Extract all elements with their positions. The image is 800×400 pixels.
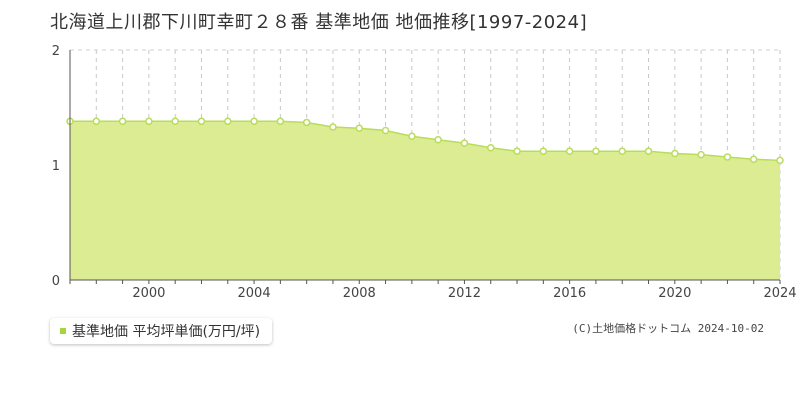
- x-tick-label: 2000: [132, 286, 165, 301]
- data-point-2004: [250, 117, 258, 126]
- x-tick-labels: 2000 2004 2008 2012 2016 2020 2024: [132, 286, 796, 301]
- data-point-2024: [776, 156, 784, 165]
- data-point-2003: [224, 117, 232, 126]
- x-tick-label: 2024: [763, 286, 796, 301]
- data-point-2013: [486, 144, 495, 152]
- data-point-2001: [171, 117, 179, 126]
- legend-label: 基準地価 平均坪単価(万円/坪): [72, 324, 261, 340]
- chart-title: 北海道上川郡下川町幸町２８番 基準地価 地価推移[1997-2024]: [50, 12, 588, 33]
- data-point-2011: [434, 135, 442, 144]
- data-point-2006: [302, 118, 311, 127]
- data-point-2005: [276, 117, 285, 126]
- data-point-2000: [145, 117, 153, 126]
- data-point-2022: [723, 153, 732, 161]
- data-point-2016: [565, 147, 574, 155]
- data-point-2002: [197, 117, 206, 126]
- copyright-credit: (C)土地価格ドットコム 2024-10-02: [572, 322, 764, 335]
- x-tick-label: 2012: [448, 286, 481, 301]
- data-point-2017: [592, 147, 600, 155]
- data-point-1998: [92, 117, 101, 126]
- series-line: [70, 120, 781, 162]
- data-point-2015: [539, 147, 548, 155]
- data-point-2012: [460, 139, 469, 147]
- data-point-1999: [118, 117, 127, 126]
- x-tick-label: 2004: [238, 286, 271, 301]
- legend: 基準地価 平均坪単価(万円/坪): [50, 318, 273, 344]
- legend-swatch: [60, 328, 66, 334]
- data-point-2009: [381, 126, 390, 135]
- data-point-2019: [644, 147, 653, 155]
- x-tick-label: 2008: [343, 286, 376, 301]
- y-tick-label: 0: [52, 274, 60, 289]
- data-point-2010: [408, 132, 416, 140]
- y-tick-label: 1: [52, 159, 60, 174]
- data-point-2008: [355, 124, 364, 132]
- y-tick-labels: 0 1 2: [52, 44, 60, 289]
- y-tick-label: 2: [52, 44, 60, 59]
- x-tick-label: 2016: [553, 286, 586, 301]
- x-tick-label: 2020: [658, 286, 691, 301]
- data-point-2007: [329, 123, 337, 131]
- data-point-2021: [697, 150, 705, 159]
- series-area: [70, 121, 780, 280]
- axes: [69, 50, 781, 284]
- data-point-2018: [618, 147, 626, 155]
- data-point-2020: [671, 149, 679, 158]
- data-point-2014: [513, 147, 521, 155]
- data-point-2023: [749, 155, 758, 163]
- series-markers: [66, 117, 784, 165]
